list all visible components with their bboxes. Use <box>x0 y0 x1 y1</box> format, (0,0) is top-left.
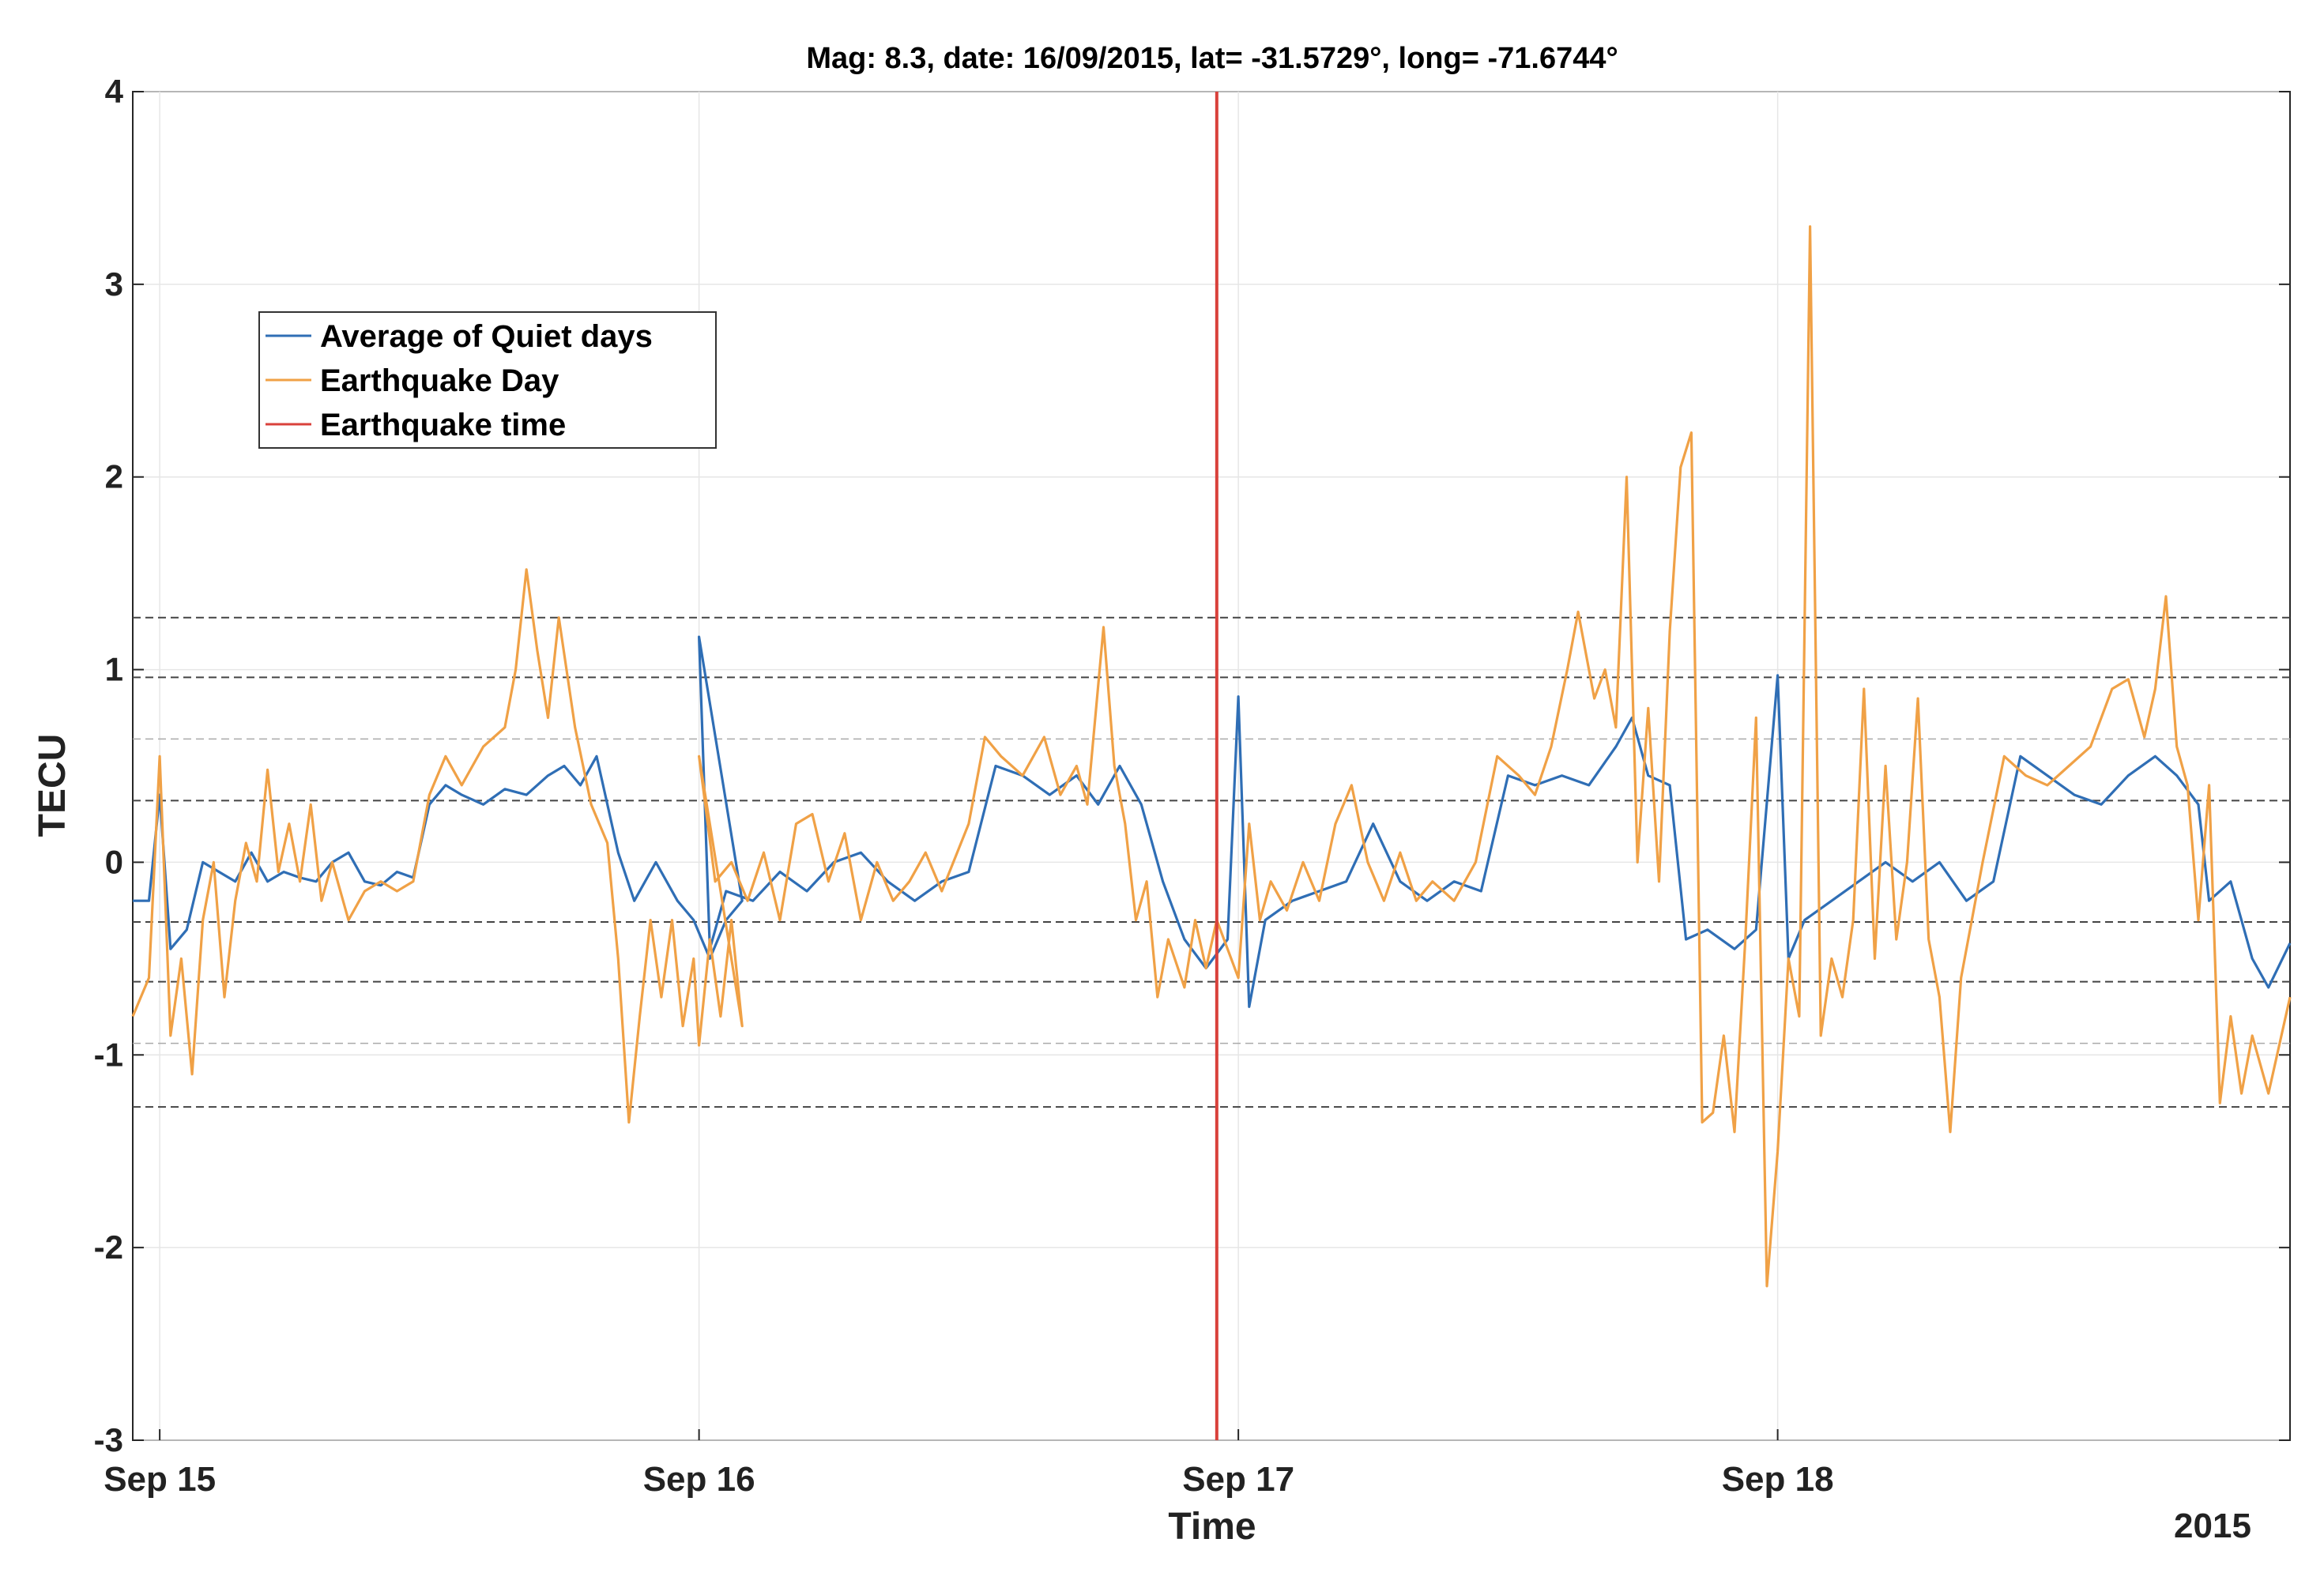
x-tick-label: Sep 16 <box>643 1460 755 1499</box>
year-label: 2015 <box>2174 1507 2251 1545</box>
plot-area <box>132 91 2291 1441</box>
y-tick-label: -2 <box>94 1228 123 1266</box>
series-earthquake-day-line <box>131 225 2292 1288</box>
legend-label-earthquake-day: Earthquake Day <box>320 363 559 398</box>
grid <box>133 91 2290 1441</box>
legend-label-earthquake-time: Earthquake time <box>320 408 566 442</box>
y-tick-label: 0 <box>105 843 123 880</box>
legend: Average of Quiet days Earthquake Day Ear… <box>258 311 717 449</box>
y-tick-label: 1 <box>105 651 123 688</box>
y-tick-label: -3 <box>94 1421 123 1458</box>
x-tick-label: Sep 17 <box>1182 1460 1294 1499</box>
legend-label-quiet: Average of Quiet days <box>320 319 653 354</box>
x-axis-label: Time <box>1168 1506 1256 1548</box>
y-tick-label: 4 <box>105 73 124 110</box>
series-lines <box>131 225 2292 1288</box>
y-tick-label: -1 <box>94 1036 123 1073</box>
axis-ticks: -3 -2 -1 0 1 2 3 4 Sep 15 Sep 16 Sep 17 Sep 18 <box>94 73 2290 1499</box>
x-tick-label: Sep 18 <box>1722 1460 1834 1499</box>
legend-box <box>258 311 717 449</box>
y-tick-label: 3 <box>105 265 123 303</box>
y-axis-label: TECU <box>32 734 73 837</box>
y-tick-label: 2 <box>105 458 123 495</box>
x-tick-label: Sep 15 <box>104 1460 216 1499</box>
chart-title: Mag: 8.3, date: 16/09/2015, lat= -31.572… <box>806 42 1618 75</box>
